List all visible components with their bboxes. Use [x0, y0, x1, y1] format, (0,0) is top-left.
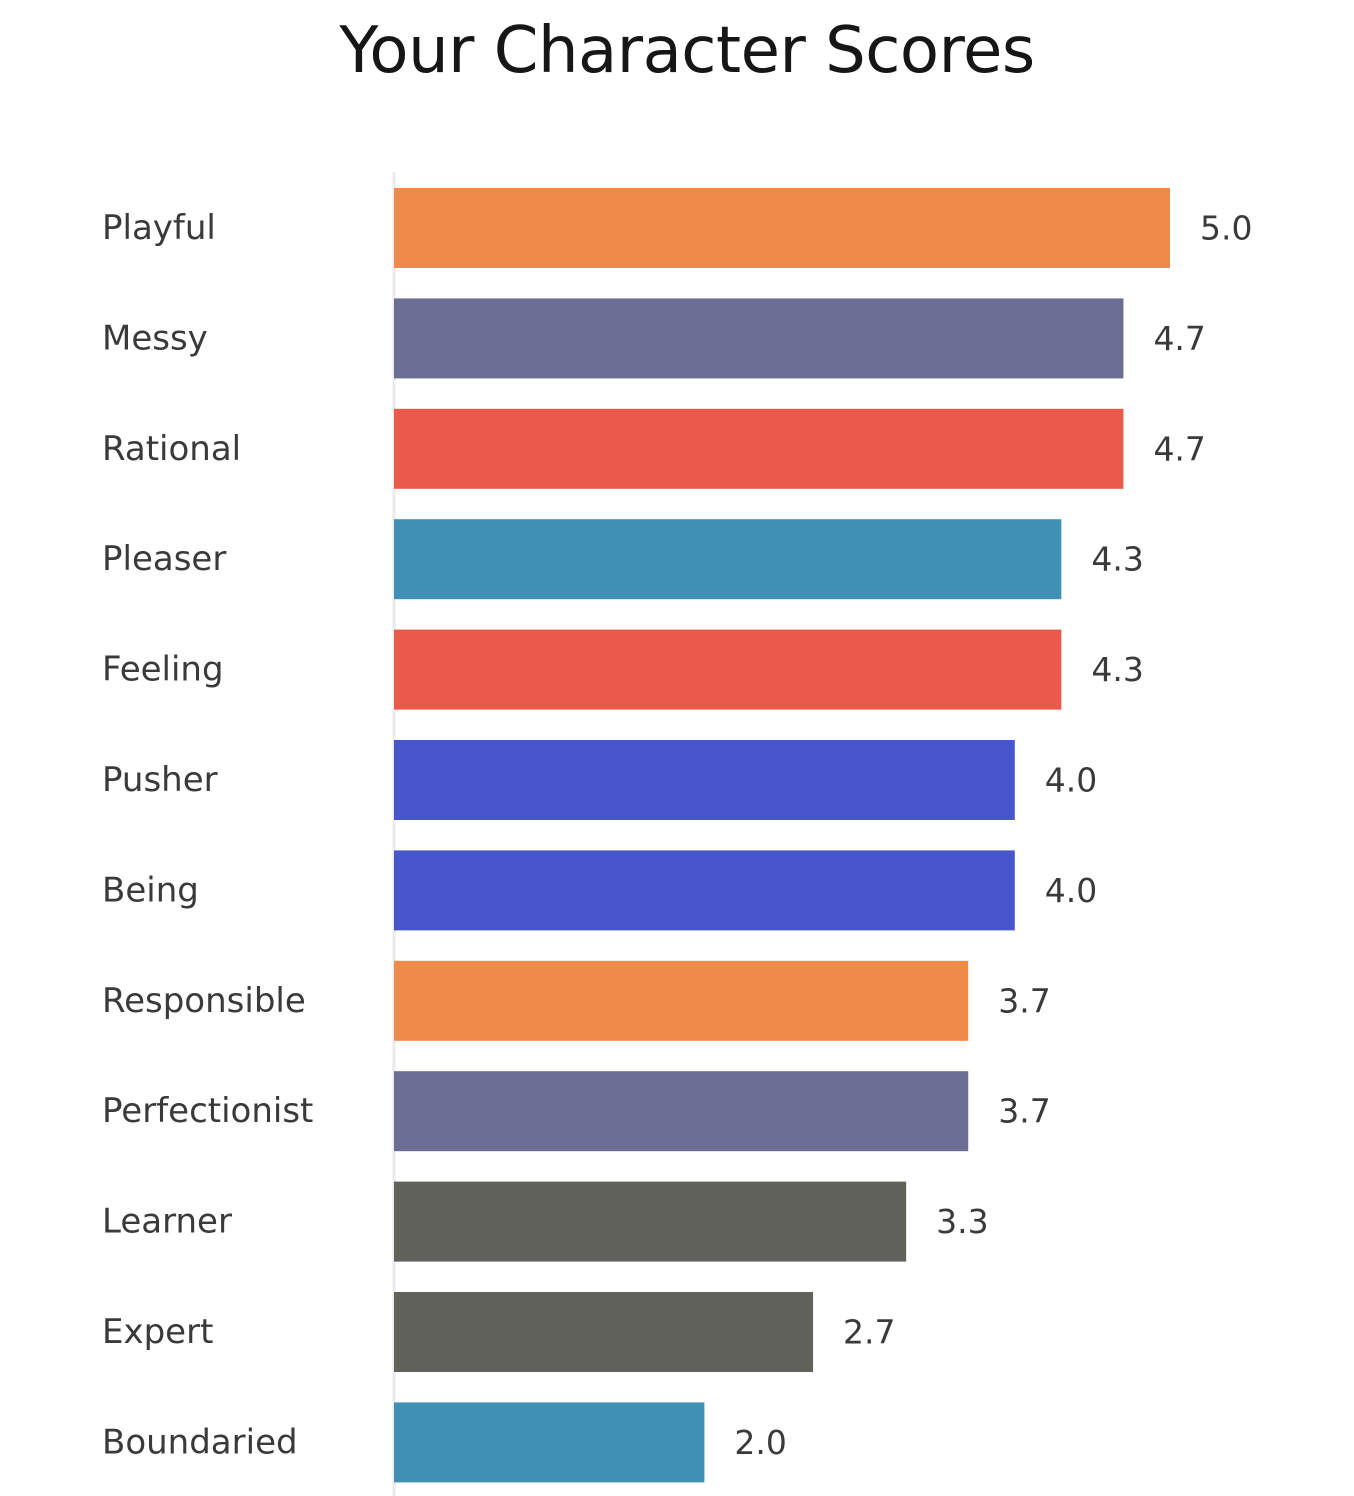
- bar-messy: [394, 298, 1124, 379]
- bar-boundaried: [394, 1402, 705, 1483]
- category-label-boundaried: Boundaried: [102, 1422, 298, 1462]
- category-label-perfectionist: Perfectionist: [102, 1091, 313, 1131]
- category-label-pleaser: Pleaser: [102, 539, 226, 579]
- bar-pusher: [394, 740, 1015, 820]
- value-label-playful: 5.0: [1200, 209, 1252, 248]
- bar-expert: [394, 1292, 814, 1372]
- bars-group: Playful 5.0 Messy 4.7 Rational 4.7 Pleaser 4.3 F…: [102, 188, 1252, 1483]
- value-label-boundaried: 2.0: [734, 1423, 786, 1462]
- chart-title: Your Character Scores: [339, 14, 1035, 88]
- category-label-messy: Messy: [102, 318, 208, 358]
- value-label-pleaser: 4.3: [1091, 540, 1143, 579]
- bar-responsible: [394, 960, 969, 1041]
- category-label-learner: Learner: [102, 1202, 232, 1242]
- category-label-feeling: Feeling: [102, 650, 224, 690]
- category-label-playful: Playful: [102, 208, 216, 248]
- category-label-expert: Expert: [102, 1312, 213, 1352]
- value-label-expert: 2.7: [843, 1313, 895, 1352]
- category-label-rational: Rational: [102, 429, 241, 469]
- category-label-pusher: Pusher: [102, 760, 218, 800]
- value-label-feeling: 4.3: [1091, 650, 1143, 689]
- value-label-messy: 4.7: [1153, 319, 1205, 358]
- bar-rational: [394, 408, 1124, 489]
- bar-being: [394, 850, 1015, 931]
- value-label-pusher: 4.0: [1045, 761, 1097, 800]
- value-label-being: 4.0: [1045, 871, 1097, 910]
- category-label-responsible: Responsible: [102, 981, 306, 1021]
- bar-pleaser: [394, 519, 1062, 600]
- value-label-responsible: 3.7: [998, 981, 1050, 1020]
- bar-learner: [394, 1181, 907, 1262]
- value-label-rational: 4.7: [1153, 429, 1205, 468]
- value-label-learner: 3.3: [936, 1202, 988, 1241]
- bar-feeling: [394, 629, 1062, 710]
- category-label-being: Being: [102, 870, 199, 910]
- bar-perfectionist: [394, 1071, 969, 1152]
- value-label-perfectionist: 3.7: [998, 1092, 1050, 1131]
- bar-playful: [394, 188, 1170, 268]
